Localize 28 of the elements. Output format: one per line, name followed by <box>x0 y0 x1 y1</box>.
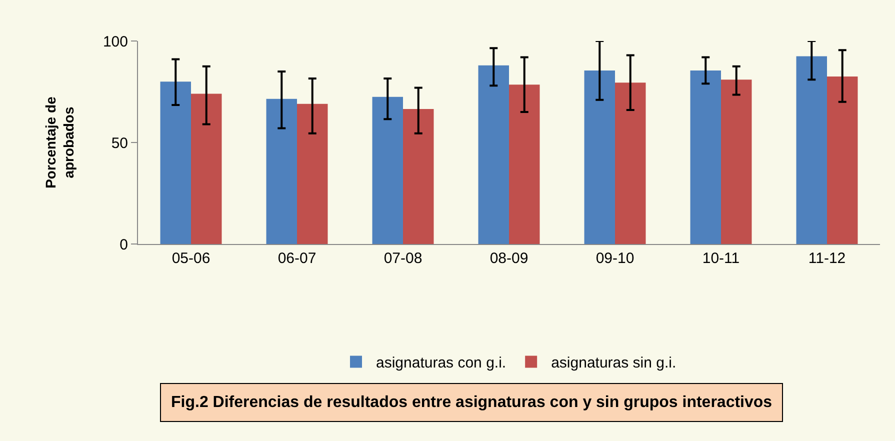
bar <box>690 70 721 244</box>
x-tick-label: 07-08 <box>384 250 422 267</box>
bar <box>297 104 328 244</box>
bar <box>509 84 540 244</box>
legend-label: asignaturas sin g.i. <box>551 354 676 372</box>
bar <box>372 96 403 244</box>
x-tick-label: 09-10 <box>596 250 634 267</box>
x-tick-label: 06-07 <box>278 250 316 267</box>
bar <box>721 80 752 244</box>
bar <box>584 70 615 244</box>
bar <box>478 65 509 244</box>
x-tick-label: 10-11 <box>702 250 740 267</box>
bar <box>191 94 222 244</box>
legend-label: asignaturas con g.i. <box>376 354 506 372</box>
bar <box>615 82 646 244</box>
y-tick-label: 50 <box>111 134 128 152</box>
y-tick-label: 0 <box>120 236 128 254</box>
bar <box>403 109 434 244</box>
y-tick-label: 100 <box>102 33 128 50</box>
x-tick-label: 05-06 <box>172 250 210 267</box>
bar <box>827 76 858 244</box>
bar <box>266 98 297 244</box>
y-axis-title: Porcentaje de aprobados <box>42 96 77 188</box>
bar <box>160 82 191 244</box>
x-tick-label: 08-09 <box>490 250 528 267</box>
bar <box>796 56 827 244</box>
x-tick-label: 11-12 <box>808 250 846 267</box>
text: Fig.2 Diferencias de resultados entre asignaturas con y sin grupos interactivos <box>171 394 772 411</box>
